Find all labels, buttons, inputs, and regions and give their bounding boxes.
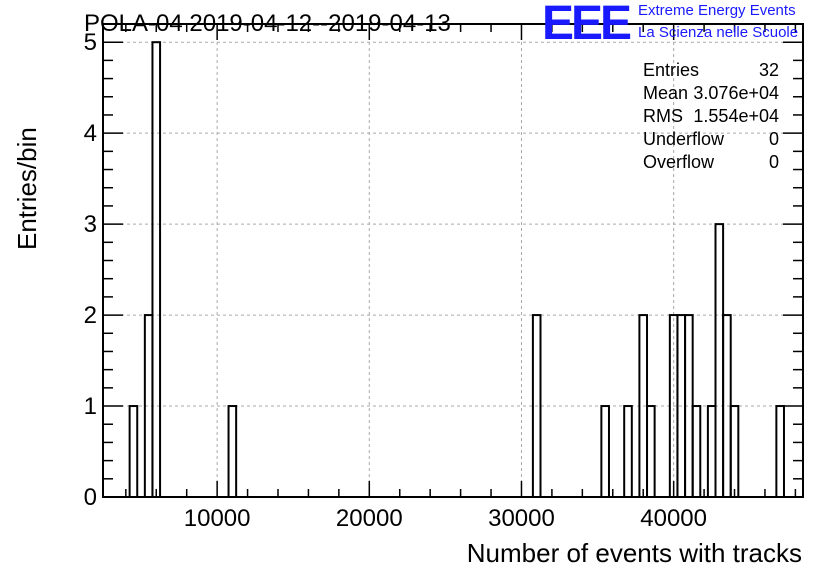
histogram-bin-14 [714,223,725,498]
y-tick-label-3: 3 [84,211,97,238]
axis-tick-labels: 10000 20000 30000 40000 0 1 2 3 4 5 [84,29,707,532]
stat-value-mean: 3.076e+04 [693,83,779,103]
y-tick-label-0: 0 [84,484,97,511]
histogram-bin-12 [691,405,702,498]
histogram-bin-16 [729,405,740,498]
stat-value-overflow: 0 [768,152,779,172]
y-tick-label-5: 5 [84,29,97,56]
histogram-bin-5 [600,405,610,498]
histogram-bars [128,41,785,499]
histogram-bin-6 [623,405,633,498]
histogram-bin-13 [706,405,717,498]
chart-title: POLA-04 2019-04-12--2019-04-13 [84,10,451,37]
histogram-bin-3 [227,405,238,498]
x-tick-label-3: 40000 [640,505,707,532]
histogram-bin-17 [775,405,785,498]
stat-value-underflow: 0 [768,129,779,149]
stat-value-entries: 32 [758,60,779,80]
stat-value-rms: 1.554e+04 [693,106,779,126]
x-tick-label-2: 30000 [488,505,555,532]
x-axis-label: Number of events with tracks [466,538,802,568]
y-axis-label: Entries/bin [12,127,42,250]
histogram-bin-0 [128,405,139,498]
histogram-bin-8 [646,405,656,498]
eee-logo-mark: EEE [542,0,632,50]
stat-label-underflow: Underflow [643,129,725,149]
histogram-bin-2 [151,41,162,498]
stat-label-entries: Entries [643,60,700,80]
y-tick-label-4: 4 [84,120,97,147]
x-tick-label-0: 10000 [184,505,251,532]
stat-label-rms: RMS [643,106,683,126]
logo-line-2: La Scienza nelle Scuole [638,24,799,41]
axis-ticks [103,23,803,498]
stat-label-mean: Mean [643,83,689,103]
stat-label-overflow: Overflow [643,152,715,172]
y-tick-label-2: 2 [84,302,97,329]
y-tick-label-1: 1 [84,393,97,420]
logo-line-1: Extreme Energy Events [638,2,796,19]
x-tick-label-1: 20000 [336,505,403,532]
